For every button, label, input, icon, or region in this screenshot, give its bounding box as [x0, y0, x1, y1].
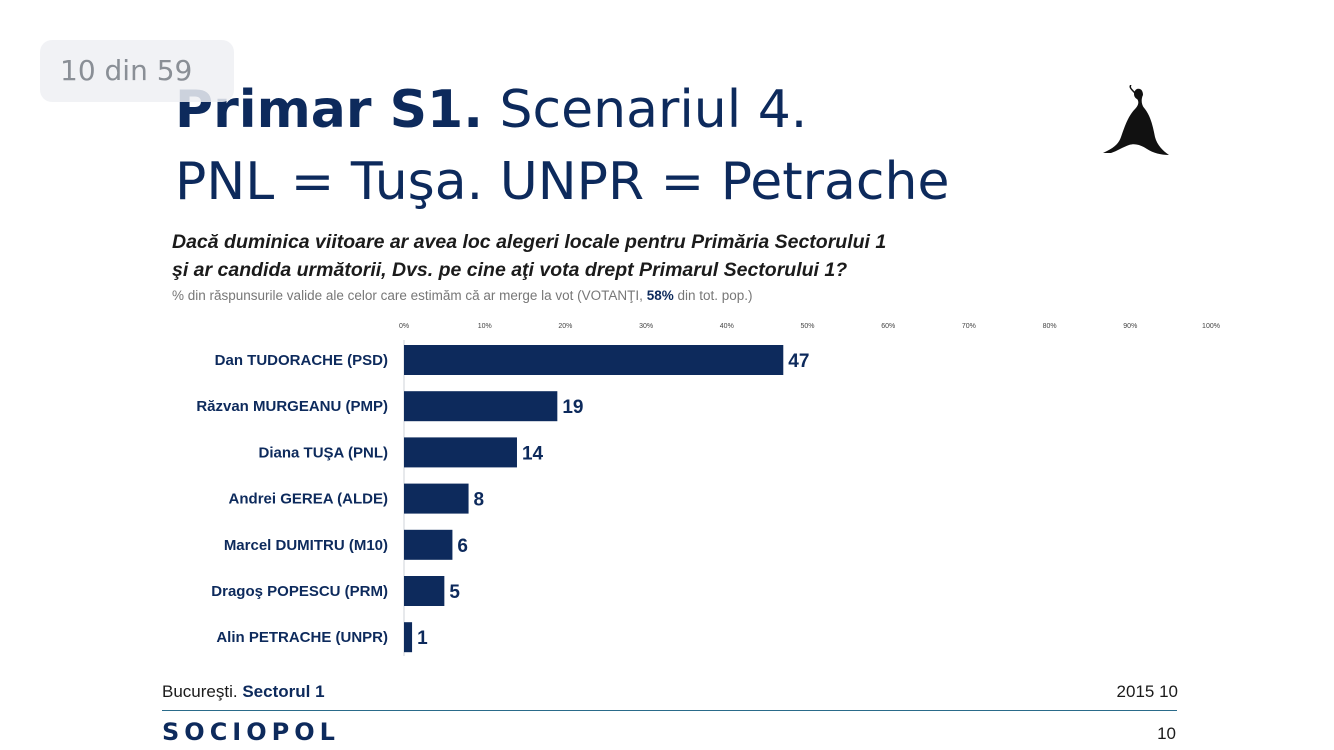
category-label: Dan TUDORACHE (PSD)	[215, 352, 388, 369]
x-tick-label: 80%	[1043, 323, 1057, 330]
footer-date: 2015 10	[1116, 682, 1178, 701]
data-label: 5	[449, 582, 460, 603]
page-counter: 10 din 59	[40, 40, 234, 102]
x-tick-label: 100%	[1202, 323, 1220, 330]
x-tick-label: 70%	[962, 323, 976, 330]
category-label: Dragoş POPESCU (PRM)	[211, 583, 388, 600]
thinker-logo-icon	[1103, 85, 1169, 155]
category-label: Alin PETRACHE (UNPR)	[216, 629, 388, 646]
x-tick-label: 20%	[558, 323, 572, 330]
bar	[404, 483, 469, 514]
x-tick-label: 40%	[720, 323, 734, 330]
data-label: 1	[417, 628, 428, 649]
footer-divider	[162, 710, 1177, 711]
bar	[404, 345, 784, 375]
question-line-2: şi ar candida următorii, Dvs. pe cine aţ…	[172, 259, 848, 281]
slide-title-rest: Scenariul 4.	[499, 80, 808, 140]
footer-location: Bucureşti. Sectorul 1	[162, 682, 325, 702]
chart-subtitle: % din răspunsurile valide ale celor care…	[172, 288, 753, 303]
x-tick-label: 90%	[1123, 323, 1137, 330]
data-label: 14	[522, 443, 544, 464]
bar-chart: 0% 10% 20% 30% 40% 50% 60% 70% 80% 90% 100% Dan TUD…	[196, 323, 1220, 656]
slide-title: Primar S1. Scenariul 4.	[175, 80, 807, 140]
footer-sector: Sectorul 1	[242, 682, 325, 701]
bar	[404, 391, 558, 422]
data-label: 8	[474, 490, 485, 511]
x-tick-label: 60%	[881, 323, 895, 330]
bar	[404, 622, 413, 653]
category-label: Marcel DUMITRU (M10)	[224, 537, 388, 554]
brand-logo: SOCIOPOL	[162, 718, 340, 746]
bar	[404, 576, 445, 606]
x-tick-label: 0%	[399, 323, 409, 330]
bar	[404, 529, 453, 560]
category-label: Diana TUŞA (PNL)	[259, 444, 388, 461]
question-line-1: Dacă duminica viitoare ar avea loc alege…	[172, 231, 887, 253]
subtitle-highlight: 58%	[646, 288, 674, 303]
category-label: Andrei GEREA (ALDE)	[229, 491, 388, 508]
subtitle-post: din tot. pop.)	[673, 288, 753, 303]
page-number: 10	[1157, 724, 1176, 743]
slide-title-line2: PNL = Tuşa. UNPR = Petrache	[175, 152, 950, 212]
data-label: 47	[788, 351, 809, 372]
x-tick-label: 50%	[800, 323, 814, 330]
category-label: Răzvan MURGEANU (PMP)	[196, 398, 388, 415]
bar	[404, 437, 517, 468]
x-tick-label: 10%	[478, 323, 492, 330]
data-label: 6	[457, 536, 468, 557]
footer-city: Bucureşti.	[162, 682, 238, 701]
data-label: 19	[562, 397, 583, 418]
x-tick-label: 30%	[639, 323, 653, 330]
subtitle-pre: % din răspunsurile valide ale celor care…	[172, 288, 647, 303]
